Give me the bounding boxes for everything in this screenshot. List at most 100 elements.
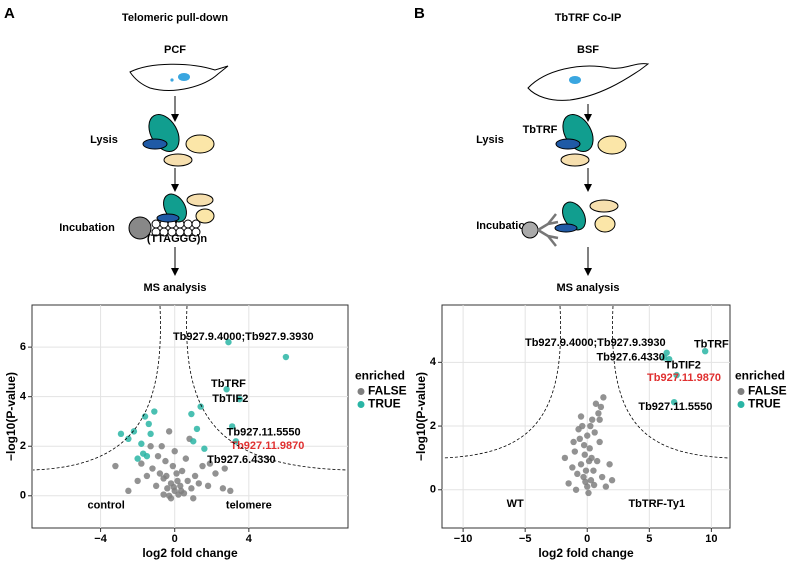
data-point (282, 353, 290, 361)
legend-title: enriched (355, 369, 405, 383)
y-tick-label: 4 (20, 391, 27, 403)
x-tick-label: −10 (454, 533, 473, 545)
protein (554, 223, 578, 233)
data-point (701, 347, 709, 355)
step-label: Lysis (476, 134, 504, 146)
data-point (670, 398, 678, 406)
data-point (147, 443, 154, 450)
data-point (608, 477, 616, 484)
data-point (145, 420, 152, 428)
data-point (228, 423, 236, 430)
annotation: TbTRF-Ty1 (628, 498, 685, 510)
protein (589, 199, 619, 213)
legend-label: TRUE (368, 397, 401, 411)
data-point (572, 486, 580, 493)
protein (562, 113, 594, 152)
data-point (596, 438, 603, 446)
data-point (206, 460, 214, 467)
antibody (537, 213, 559, 247)
data-point (112, 462, 119, 470)
data-point (600, 394, 607, 401)
annotation: telomere (226, 500, 272, 512)
legend-swatch (357, 401, 365, 408)
data-point (663, 349, 670, 356)
data-point (138, 460, 145, 467)
y-tick-label: 0 (20, 490, 26, 502)
data-point (162, 457, 169, 465)
y-axis-label: −log10(P-value) (414, 372, 428, 461)
data-point (571, 448, 579, 455)
x-tick-label: 0 (584, 533, 590, 545)
data-point (606, 461, 613, 468)
step-label: Incubation (59, 222, 115, 234)
x-axis-label: log2 fold change (142, 546, 238, 560)
data-point (201, 445, 208, 452)
data-point (191, 472, 199, 480)
data-point (182, 455, 190, 462)
protein (186, 193, 214, 207)
data-point (174, 477, 181, 485)
x-tick-label: 10 (705, 533, 717, 545)
protein (185, 134, 215, 154)
data-point (197, 403, 204, 410)
data-point (577, 413, 585, 420)
cell-label: BSF (577, 44, 599, 56)
annotation: Tb927.9.4000;Tb927.9.3930 (173, 331, 314, 343)
annotation: TbTRF (211, 378, 246, 390)
data-point (169, 462, 177, 470)
data-point (598, 473, 606, 481)
data-point (154, 452, 162, 460)
data-point (199, 462, 206, 470)
y-tick-label: 4 (430, 356, 437, 368)
data-point (236, 395, 243, 403)
data-point (195, 480, 203, 487)
data-point (574, 470, 581, 478)
annotation: Tb927.11.5550 (227, 427, 301, 439)
data-point (177, 487, 185, 495)
legend-swatch (737, 388, 745, 395)
data-point (190, 438, 197, 445)
legend-swatch (737, 401, 745, 408)
protein (195, 208, 215, 224)
bead (521, 221, 539, 239)
nucleus (569, 76, 581, 84)
data-point (193, 425, 201, 433)
data-point (223, 386, 230, 393)
data-point (585, 489, 592, 497)
data-point (225, 338, 232, 346)
data-point (588, 454, 595, 462)
panel-a-diagram: A Telomeric pull-down PCF Lysis Incubati… (4, 5, 228, 294)
protein-label: TbTRF (523, 124, 558, 136)
data-point (156, 470, 164, 477)
data-point (219, 485, 227, 492)
data-point (125, 435, 132, 442)
y-axis-label: −log10(P-value) (4, 372, 18, 461)
plot-area (441, 304, 731, 529)
data-point (569, 464, 576, 471)
data-point (587, 477, 595, 484)
data-point (565, 480, 572, 487)
data-point (190, 495, 197, 502)
data-point (184, 477, 191, 485)
dna-label: (TTAGGG)n (147, 233, 208, 245)
data-point (165, 428, 173, 435)
data-point (596, 416, 603, 423)
data-point (163, 472, 170, 480)
bead (128, 216, 152, 240)
data-point (160, 491, 167, 498)
data-point (143, 452, 151, 460)
annotation: TbTIF2 (212, 393, 248, 405)
x-tick-label: 0 (172, 533, 178, 545)
data-point (178, 467, 186, 475)
legend-label: FALSE (368, 384, 407, 398)
annotation: control (87, 500, 124, 512)
data-point (164, 485, 171, 492)
legend-title: enriched (735, 369, 785, 383)
protein (560, 153, 590, 167)
kinetoplast (170, 78, 174, 82)
plots: −4 0 4 0 2 4 6 log2 fold change −log10(P-value) T… (4, 304, 787, 560)
data-point (227, 487, 234, 495)
data-point (138, 440, 145, 447)
annotation: Tb927.6.4330 (596, 351, 665, 363)
